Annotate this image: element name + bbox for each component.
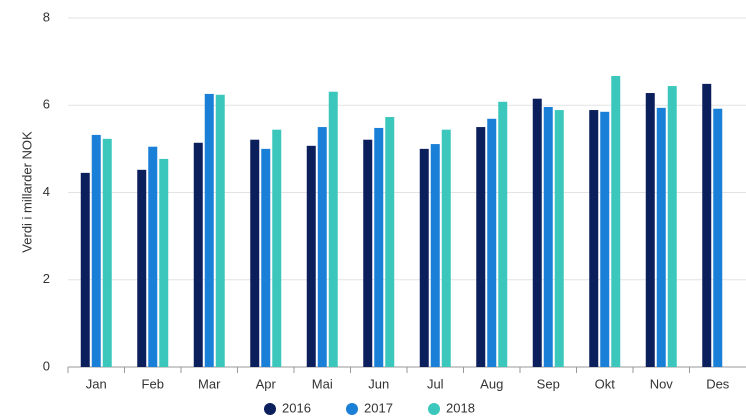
bar xyxy=(193,142,203,367)
y-tick-label: 6 xyxy=(43,97,50,112)
bar xyxy=(554,110,564,367)
bar xyxy=(611,76,621,368)
bar xyxy=(250,139,260,367)
bar xyxy=(487,118,497,368)
bar xyxy=(600,111,610,367)
bar xyxy=(713,108,723,368)
bar xyxy=(702,83,712,367)
x-tick-label: Jan xyxy=(86,376,107,391)
legend-label: 2016 xyxy=(282,400,311,415)
x-tick-label: Mar xyxy=(198,376,221,391)
y-tick-label: 2 xyxy=(43,271,50,286)
bar xyxy=(159,158,169,367)
bar xyxy=(385,117,395,367)
y-tick-label: 8 xyxy=(43,9,50,24)
legend-label: 2018 xyxy=(446,400,475,415)
x-tick-label: Aug xyxy=(480,376,503,391)
legend-marker xyxy=(346,403,358,415)
bar xyxy=(645,93,655,367)
bar xyxy=(667,86,677,368)
bar xyxy=(430,144,440,367)
bar xyxy=(215,94,225,367)
x-tick-label: Okt xyxy=(595,376,616,391)
legend-marker xyxy=(428,403,440,415)
x-tick-label: Mai xyxy=(312,376,333,391)
bar xyxy=(656,107,666,368)
bar xyxy=(137,169,147,367)
x-tick-label: Des xyxy=(706,376,730,391)
bar xyxy=(543,106,553,368)
bar xyxy=(102,138,112,367)
x-tick-label: Apr xyxy=(256,376,277,391)
bar xyxy=(419,148,429,367)
bar xyxy=(589,110,599,367)
x-tick-label: Jun xyxy=(368,376,389,391)
bar xyxy=(476,127,486,367)
bar xyxy=(363,139,373,367)
bar xyxy=(204,93,214,367)
legend-label: 2017 xyxy=(364,400,393,415)
bar xyxy=(441,129,451,367)
bar xyxy=(272,129,282,367)
bar xyxy=(374,127,384,367)
bar xyxy=(80,172,90,367)
x-tick-label: Nov xyxy=(650,376,674,391)
x-tick-label: Sep xyxy=(537,376,560,391)
y-tick-label: 0 xyxy=(43,358,50,373)
bar xyxy=(261,148,271,367)
y-axis-label: Verdi i millarder NOK xyxy=(19,131,34,253)
y-tick-label: 4 xyxy=(43,184,50,199)
bar xyxy=(328,91,338,367)
x-tick-label: Jul xyxy=(427,376,444,391)
bar xyxy=(306,145,316,367)
bar xyxy=(498,101,508,367)
bar xyxy=(91,134,101,367)
x-tick-label: Feb xyxy=(142,376,164,391)
bar xyxy=(317,127,327,367)
bar xyxy=(148,146,158,367)
bar xyxy=(532,98,542,368)
legend-marker xyxy=(264,403,276,415)
